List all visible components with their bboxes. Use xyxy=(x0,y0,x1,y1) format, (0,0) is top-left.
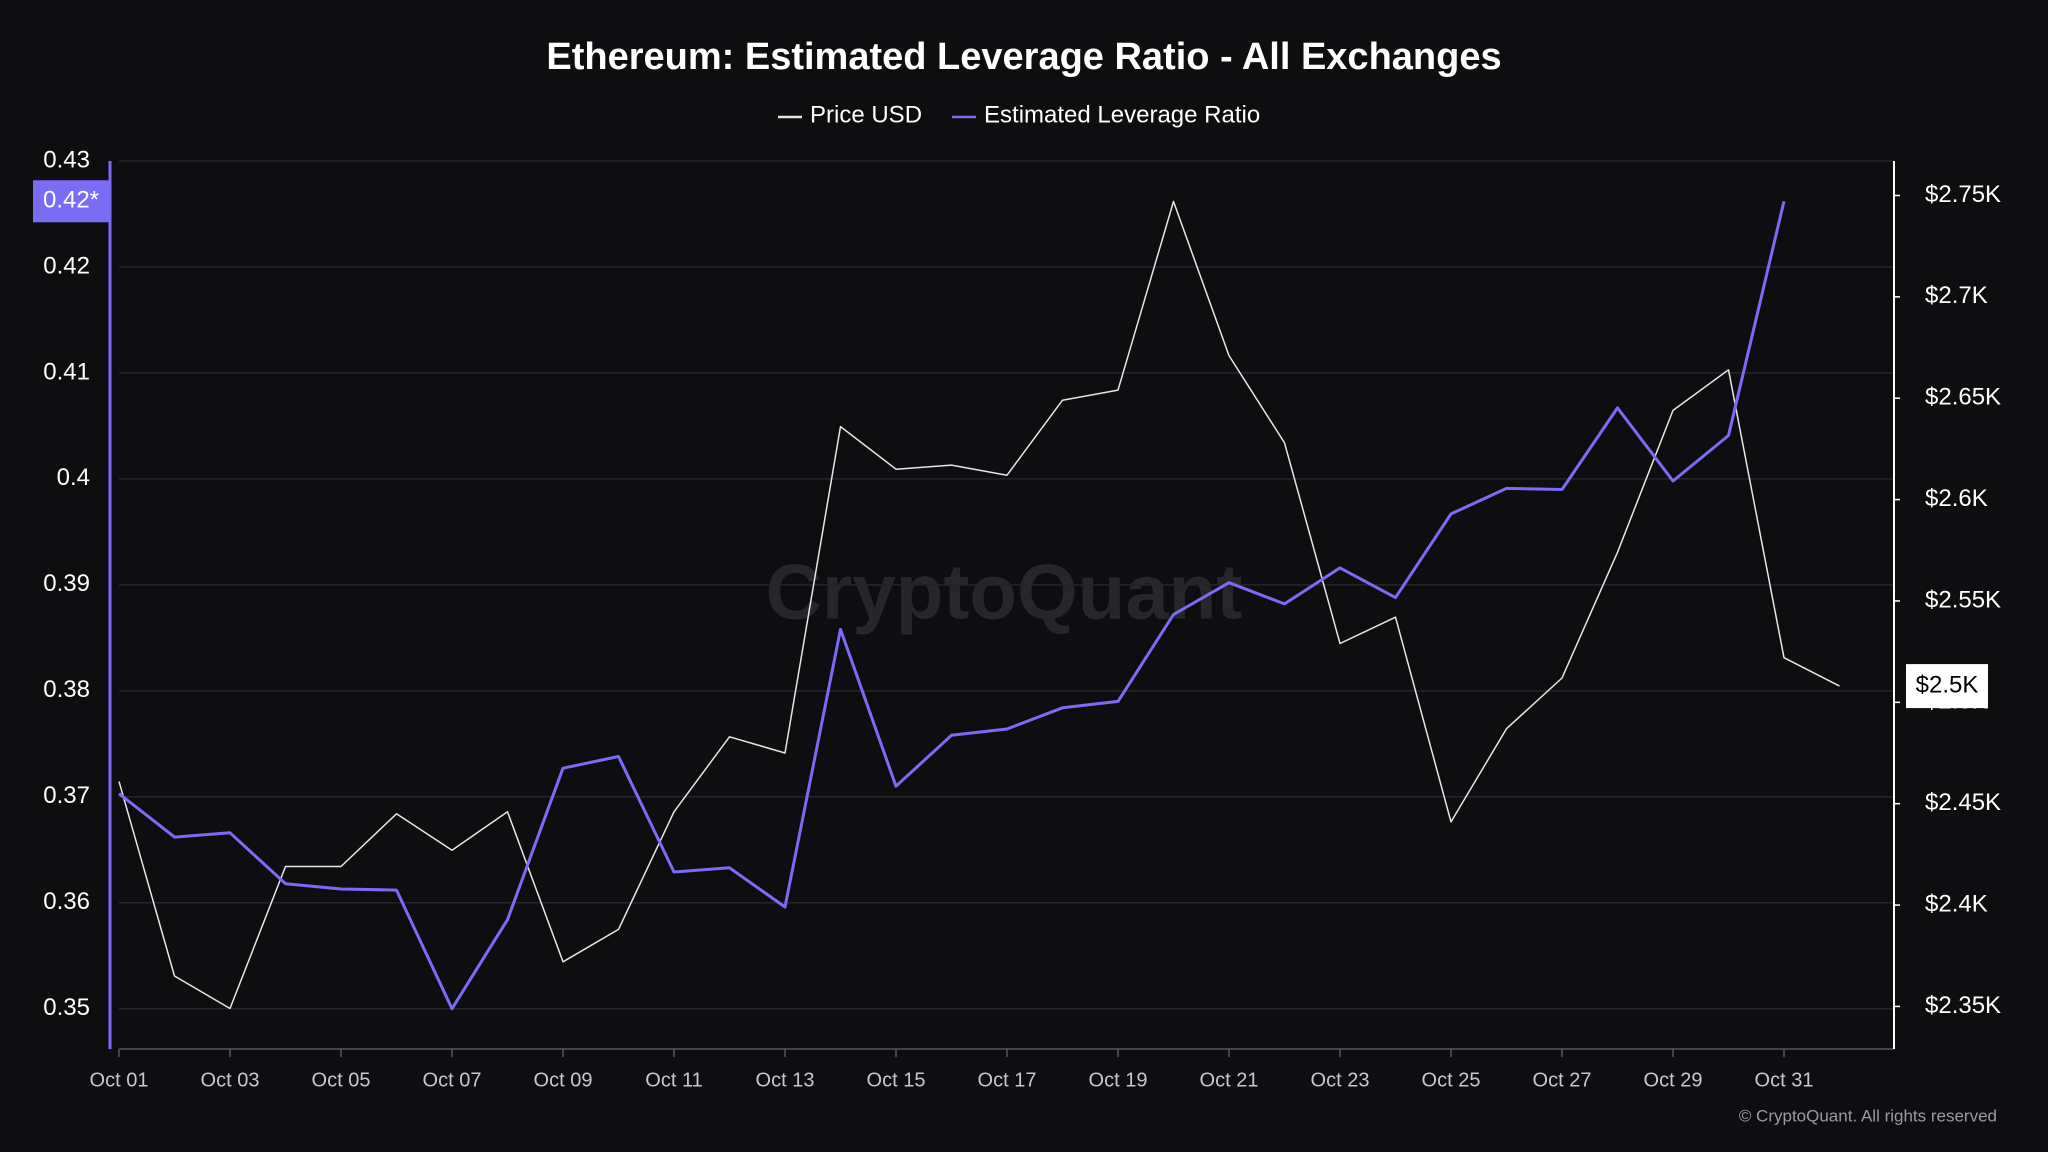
x-tick-label: Oct 01 xyxy=(90,1069,149,1091)
y-tick-label: 0.42 xyxy=(43,252,90,279)
y-tick-label: 0.35 xyxy=(43,994,90,1021)
y2-tick-label: $2.4K xyxy=(1925,890,1988,917)
x-tick-label: Oct 05 xyxy=(312,1069,371,1091)
y-tick-label: 0.39 xyxy=(43,570,90,597)
y-tick-label: 0.4 xyxy=(57,464,90,491)
legend-label: Price USD xyxy=(810,101,922,128)
y2-tick-label: $2.7K xyxy=(1925,282,1988,309)
y2-tick-label: $2.35K xyxy=(1925,992,2001,1019)
x-tick-label: Oct 19 xyxy=(1089,1069,1148,1091)
x-tick-label: Oct 09 xyxy=(534,1069,593,1091)
x-tick-label: Oct 15 xyxy=(867,1069,926,1091)
y-tick-label: 0.41 xyxy=(43,358,90,385)
y-tick-label: 0.37 xyxy=(43,782,90,809)
y2-tick-label: $2.55K xyxy=(1925,586,2001,613)
y2-tick-label: $2.45K xyxy=(1925,789,2001,816)
x-tick-label: Oct 21 xyxy=(1200,1069,1259,1091)
x-tick-label: Oct 17 xyxy=(978,1069,1037,1091)
x-tick-label: Oct 03 xyxy=(201,1069,260,1091)
y2-tick-label: $2.75K xyxy=(1925,181,2001,208)
current-label-box xyxy=(1906,664,1988,709)
current-label-box xyxy=(33,180,110,223)
x-tick-label: Oct 25 xyxy=(1422,1069,1481,1091)
current-label: 0.42* xyxy=(43,187,99,214)
current-label: $2.5K xyxy=(1916,671,1979,698)
x-tick-label: Oct 23 xyxy=(1311,1069,1370,1091)
x-tick-label: Oct 27 xyxy=(1533,1069,1592,1091)
series-line xyxy=(118,200,1786,1011)
y-tick-label: 0.38 xyxy=(43,676,90,703)
y-tick-label: 0.36 xyxy=(43,888,90,915)
copyright: © CryptoQuant. All rights reserved xyxy=(1739,1106,1997,1125)
y2-tick-label: $2.6K xyxy=(1925,485,1988,512)
x-tick-label: Oct 13 xyxy=(756,1069,815,1091)
watermark: CryptoQuant xyxy=(766,548,1243,636)
x-tick-label: Oct 29 xyxy=(1644,1069,1703,1091)
series-line xyxy=(118,200,1840,1010)
legend-label: Estimated Leverage Ratio xyxy=(984,101,1260,128)
x-tick-label: Oct 11 xyxy=(645,1069,702,1091)
chart-title: Ethereum: Estimated Leverage Ratio - All… xyxy=(546,36,1501,78)
x-tick-label: Oct 31 xyxy=(1755,1069,1814,1091)
y2-tick-label: $2.65K xyxy=(1925,384,2001,411)
x-tick-label: Oct 07 xyxy=(423,1069,482,1091)
y-tick-label: 0.43 xyxy=(43,146,90,173)
